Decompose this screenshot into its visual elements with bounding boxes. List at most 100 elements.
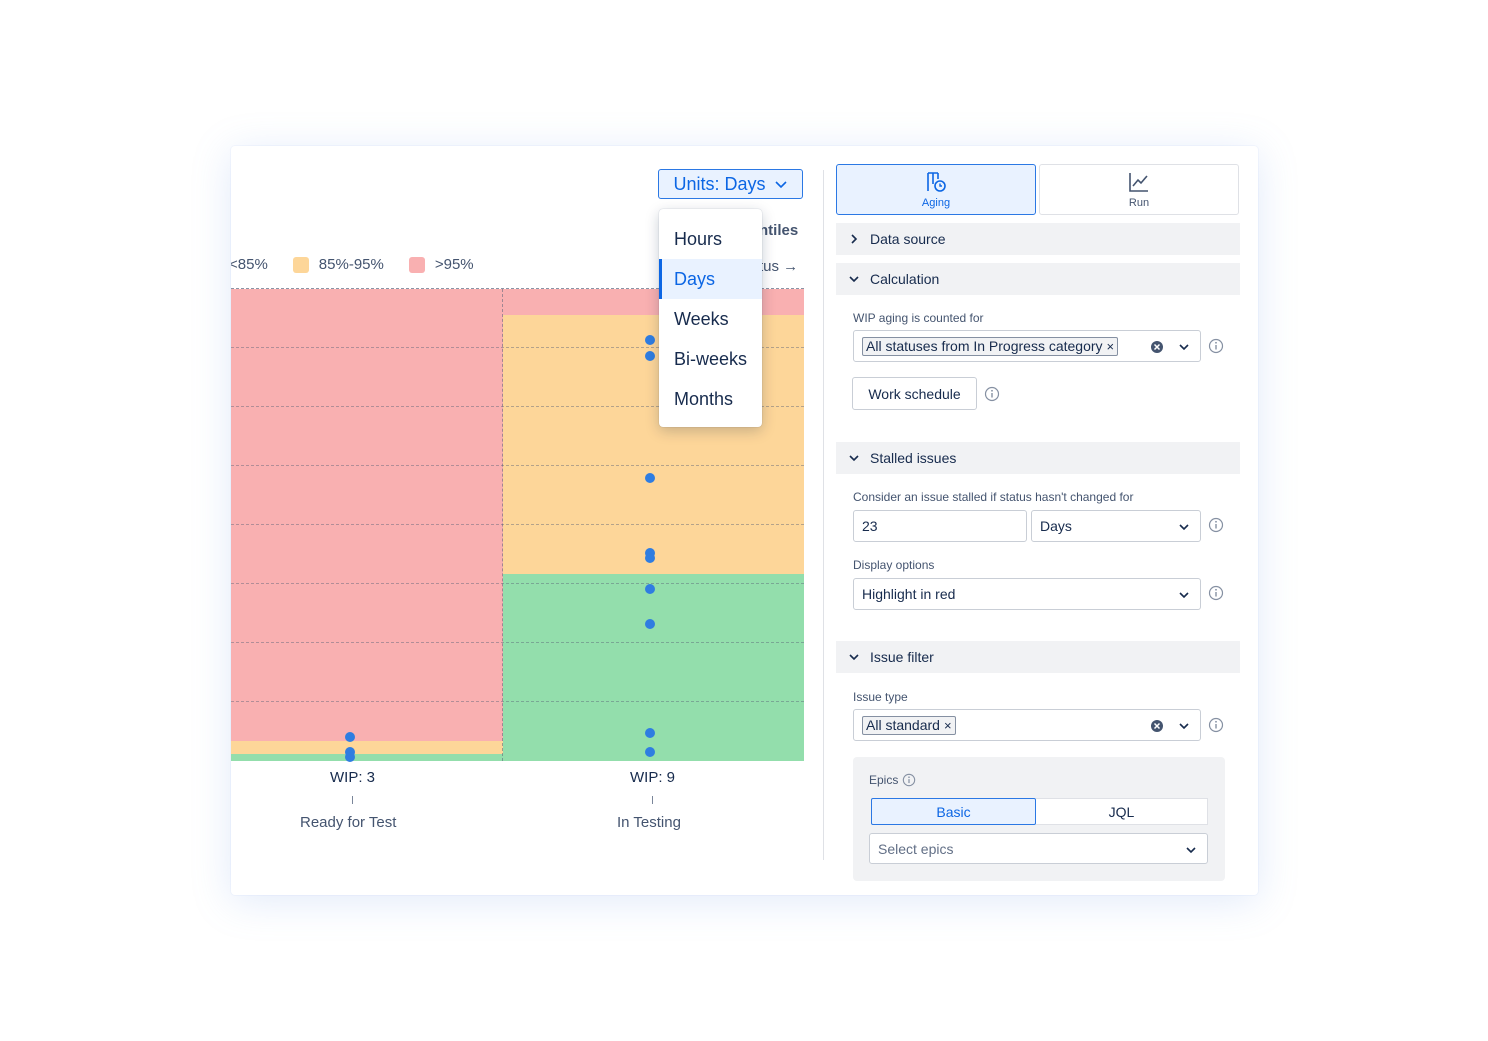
tag-remove-icon[interactable]: × [1106, 338, 1115, 354]
epics-mode-jql[interactable]: JQL [1036, 798, 1208, 825]
chart-legend: <85% 85%-95% >95% [231, 256, 499, 273]
units-menu: Hours Days Weeks Bi-weeks Months [659, 209, 762, 427]
issue-dot[interactable] [645, 351, 655, 361]
legend-item-low: <85% [231, 256, 268, 273]
gridline [231, 642, 804, 643]
menu-item-bi-weeks[interactable]: Bi-weeks [674, 349, 748, 369]
issue-type-label: Issue type [853, 690, 908, 704]
panel-divider [823, 170, 824, 860]
legend-swatch [292, 256, 309, 273]
column-label-in-testing: In Testing [617, 814, 681, 831]
axis-tick [652, 796, 653, 804]
epics-mode-basic[interactable]: Basic [871, 798, 1036, 825]
section-issue-filter[interactable]: Issue filter [836, 641, 1240, 673]
info-icon[interactable] [902, 773, 916, 787]
gridline [231, 701, 804, 702]
issue-dot[interactable] [345, 732, 355, 742]
stalled-unit-value: Days [1040, 518, 1072, 534]
axis-tick [352, 796, 353, 804]
epics-filter-box: Epics Basic JQL Select epics [853, 757, 1225, 881]
issue-dot[interactable] [645, 553, 655, 563]
column-separator [502, 289, 503, 761]
legend-label: <85% [231, 256, 268, 273]
section-title: Calculation [870, 271, 940, 287]
gridline [231, 347, 804, 348]
clear-icon[interactable] [1150, 340, 1164, 354]
gridline [231, 465, 804, 466]
issue-type-select[interactable]: All standard × [853, 709, 1201, 741]
section-stalled-issues[interactable]: Stalled issues [836, 442, 1240, 474]
issue-dot[interactable] [345, 752, 355, 762]
gridline [231, 524, 804, 525]
legend-item-mid: 85%-95% [292, 256, 384, 273]
wip-status-select[interactable]: All statuses from In Progress category × [853, 330, 1201, 362]
issue-dot[interactable] [645, 728, 655, 738]
legend-item-high: >95% [408, 256, 474, 273]
issue-dot[interactable] [645, 473, 655, 483]
info-icon[interactable] [984, 386, 1000, 402]
epics-select[interactable]: Select epics [869, 833, 1208, 864]
chevron-right-icon [851, 234, 858, 244]
clear-icon[interactable] [1150, 719, 1164, 733]
status-tag: All statuses from In Progress category × [862, 336, 1119, 356]
tab-aging-label: Aging [921, 197, 951, 209]
status-link[interactable]: tus → [759, 258, 799, 275]
chevron-down-icon [774, 181, 787, 189]
legend-swatch [408, 256, 425, 273]
wip-count: WIP: 9 [630, 769, 676, 786]
menu-item-months[interactable]: Months [674, 389, 734, 409]
gridline [231, 406, 804, 407]
chevron-down-icon [1179, 524, 1189, 531]
aging-icon [927, 172, 946, 192]
info-icon[interactable] [1208, 517, 1224, 533]
info-icon[interactable] [1208, 717, 1224, 733]
settings-panel: Aging Run Data source Calculation [836, 164, 1240, 295]
issue-dot[interactable] [645, 335, 655, 345]
tab-aging[interactable]: Aging [836, 164, 1036, 215]
section-title: Data source [870, 231, 946, 247]
section-calculation[interactable]: Calculation [836, 263, 1240, 295]
menu-item-days[interactable]: Days [659, 259, 762, 299]
issue-dot[interactable] [645, 619, 655, 629]
display-options-value: Highlight in red [862, 586, 956, 602]
band-green [231, 754, 503, 761]
legend-label: 85%-95% [318, 256, 384, 273]
menu-item-weeks[interactable]: Weeks [674, 309, 729, 329]
band-red [231, 289, 503, 741]
gridline [231, 583, 804, 584]
legend-label: >95% [434, 256, 474, 273]
wip-count: WIP: 3 [330, 769, 376, 786]
tab-run[interactable]: Run [1039, 164, 1239, 215]
chevron-down-icon [849, 276, 859, 283]
stalled-threshold-label: Consider an issue stalled if status hasn… [853, 490, 1134, 504]
issue-type-tag-label: All standard [866, 716, 940, 733]
info-icon[interactable] [1208, 338, 1224, 354]
units-dropdown-button[interactable]: Units: Days [658, 169, 803, 199]
info-icon[interactable] [1208, 585, 1224, 601]
tag-remove-icon[interactable]: × [943, 717, 952, 733]
issue-dot[interactable] [645, 584, 655, 594]
percentiles-title: ntiles [759, 222, 799, 239]
chevron-down-icon [1179, 344, 1189, 351]
stalled-unit-select[interactable]: Days [1031, 510, 1201, 542]
menu-item-hours[interactable]: Hours [674, 229, 723, 249]
work-schedule-button[interactable]: Work schedule [852, 377, 977, 410]
status-tag-label: All statuses from In Progress category [866, 337, 1103, 354]
chevron-down-icon [1179, 592, 1189, 599]
issue-dot[interactable] [645, 747, 655, 757]
column-label-ready-for-test: Ready for Test [300, 814, 397, 831]
aging-report-card: Units: Days ntiles tus → <85% 85%-95% >9… [231, 146, 1258, 895]
section-data-source[interactable]: Data source [836, 223, 1240, 255]
display-options-label: Display options [853, 558, 935, 572]
epics-label: Epics [869, 773, 899, 787]
chevron-down-icon [1179, 723, 1189, 730]
epics-placeholder: Select epics [878, 840, 954, 857]
section-title: Issue filter [870, 649, 934, 665]
units-button-label: Units: Days [673, 173, 766, 194]
chevron-down-icon [849, 654, 859, 661]
chart-type-tabs: Aging Run [836, 164, 1240, 215]
display-options-select[interactable]: Highlight in red [853, 578, 1201, 610]
section-title: Stalled issues [870, 450, 957, 466]
stalled-days-input[interactable]: 23 [853, 510, 1027, 542]
issue-type-tag: All standard × [862, 715, 956, 735]
